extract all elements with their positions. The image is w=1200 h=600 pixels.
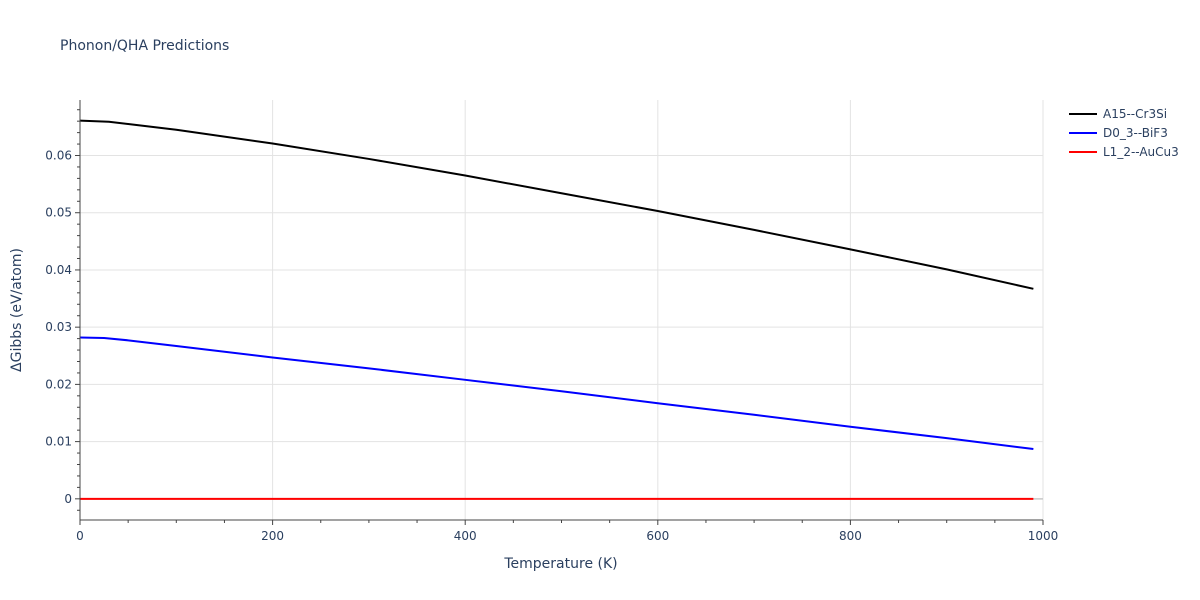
legend: A15--Cr3Si D0_3--BiF3 L1_2--AuCu3 — [1069, 107, 1179, 159]
y-tick-label: 0.03 — [45, 320, 72, 334]
x-tick-label: 0 — [76, 529, 84, 543]
chart-title: Phonon/QHA Predictions — [60, 38, 229, 54]
series-line-0 — [79, 119, 1034, 290]
series-layer — [79, 119, 1034, 500]
x-tick-labels: 0 200 400 600 800 1000 — [76, 529, 1058, 543]
legend-entry: D0_3--BiF3 — [1103, 126, 1168, 140]
y-tick-label: 0.04 — [45, 263, 72, 277]
legend-entry: L1_2--AuCu3 — [1103, 145, 1179, 159]
x-tick-label: 200 — [261, 529, 284, 543]
y-tick-labels: 0 0.01 0.02 0.03 0.04 0.05 0.06 — [45, 149, 72, 506]
axes — [75, 100, 1044, 525]
y-tick-label: 0.01 — [45, 435, 72, 449]
x-tick-label: 400 — [454, 529, 477, 543]
y-axis-title: ΔGibbs (eV/atom) — [9, 248, 25, 372]
y-tick-label: 0.05 — [45, 206, 72, 220]
x-axis-title: Temperature (K) — [503, 556, 617, 572]
x-tick-label: 600 — [646, 529, 669, 543]
series-line-1 — [79, 336, 1034, 451]
y-tick-label: 0.02 — [45, 377, 72, 391]
x-tick-label: 1000 — [1028, 529, 1059, 543]
x-tick-label: 800 — [839, 529, 862, 543]
y-tick-label: 0 — [64, 492, 72, 506]
grid — [80, 100, 1044, 520]
y-tick-label: 0.06 — [45, 149, 72, 163]
legend-entry: A15--Cr3Si — [1103, 107, 1167, 121]
